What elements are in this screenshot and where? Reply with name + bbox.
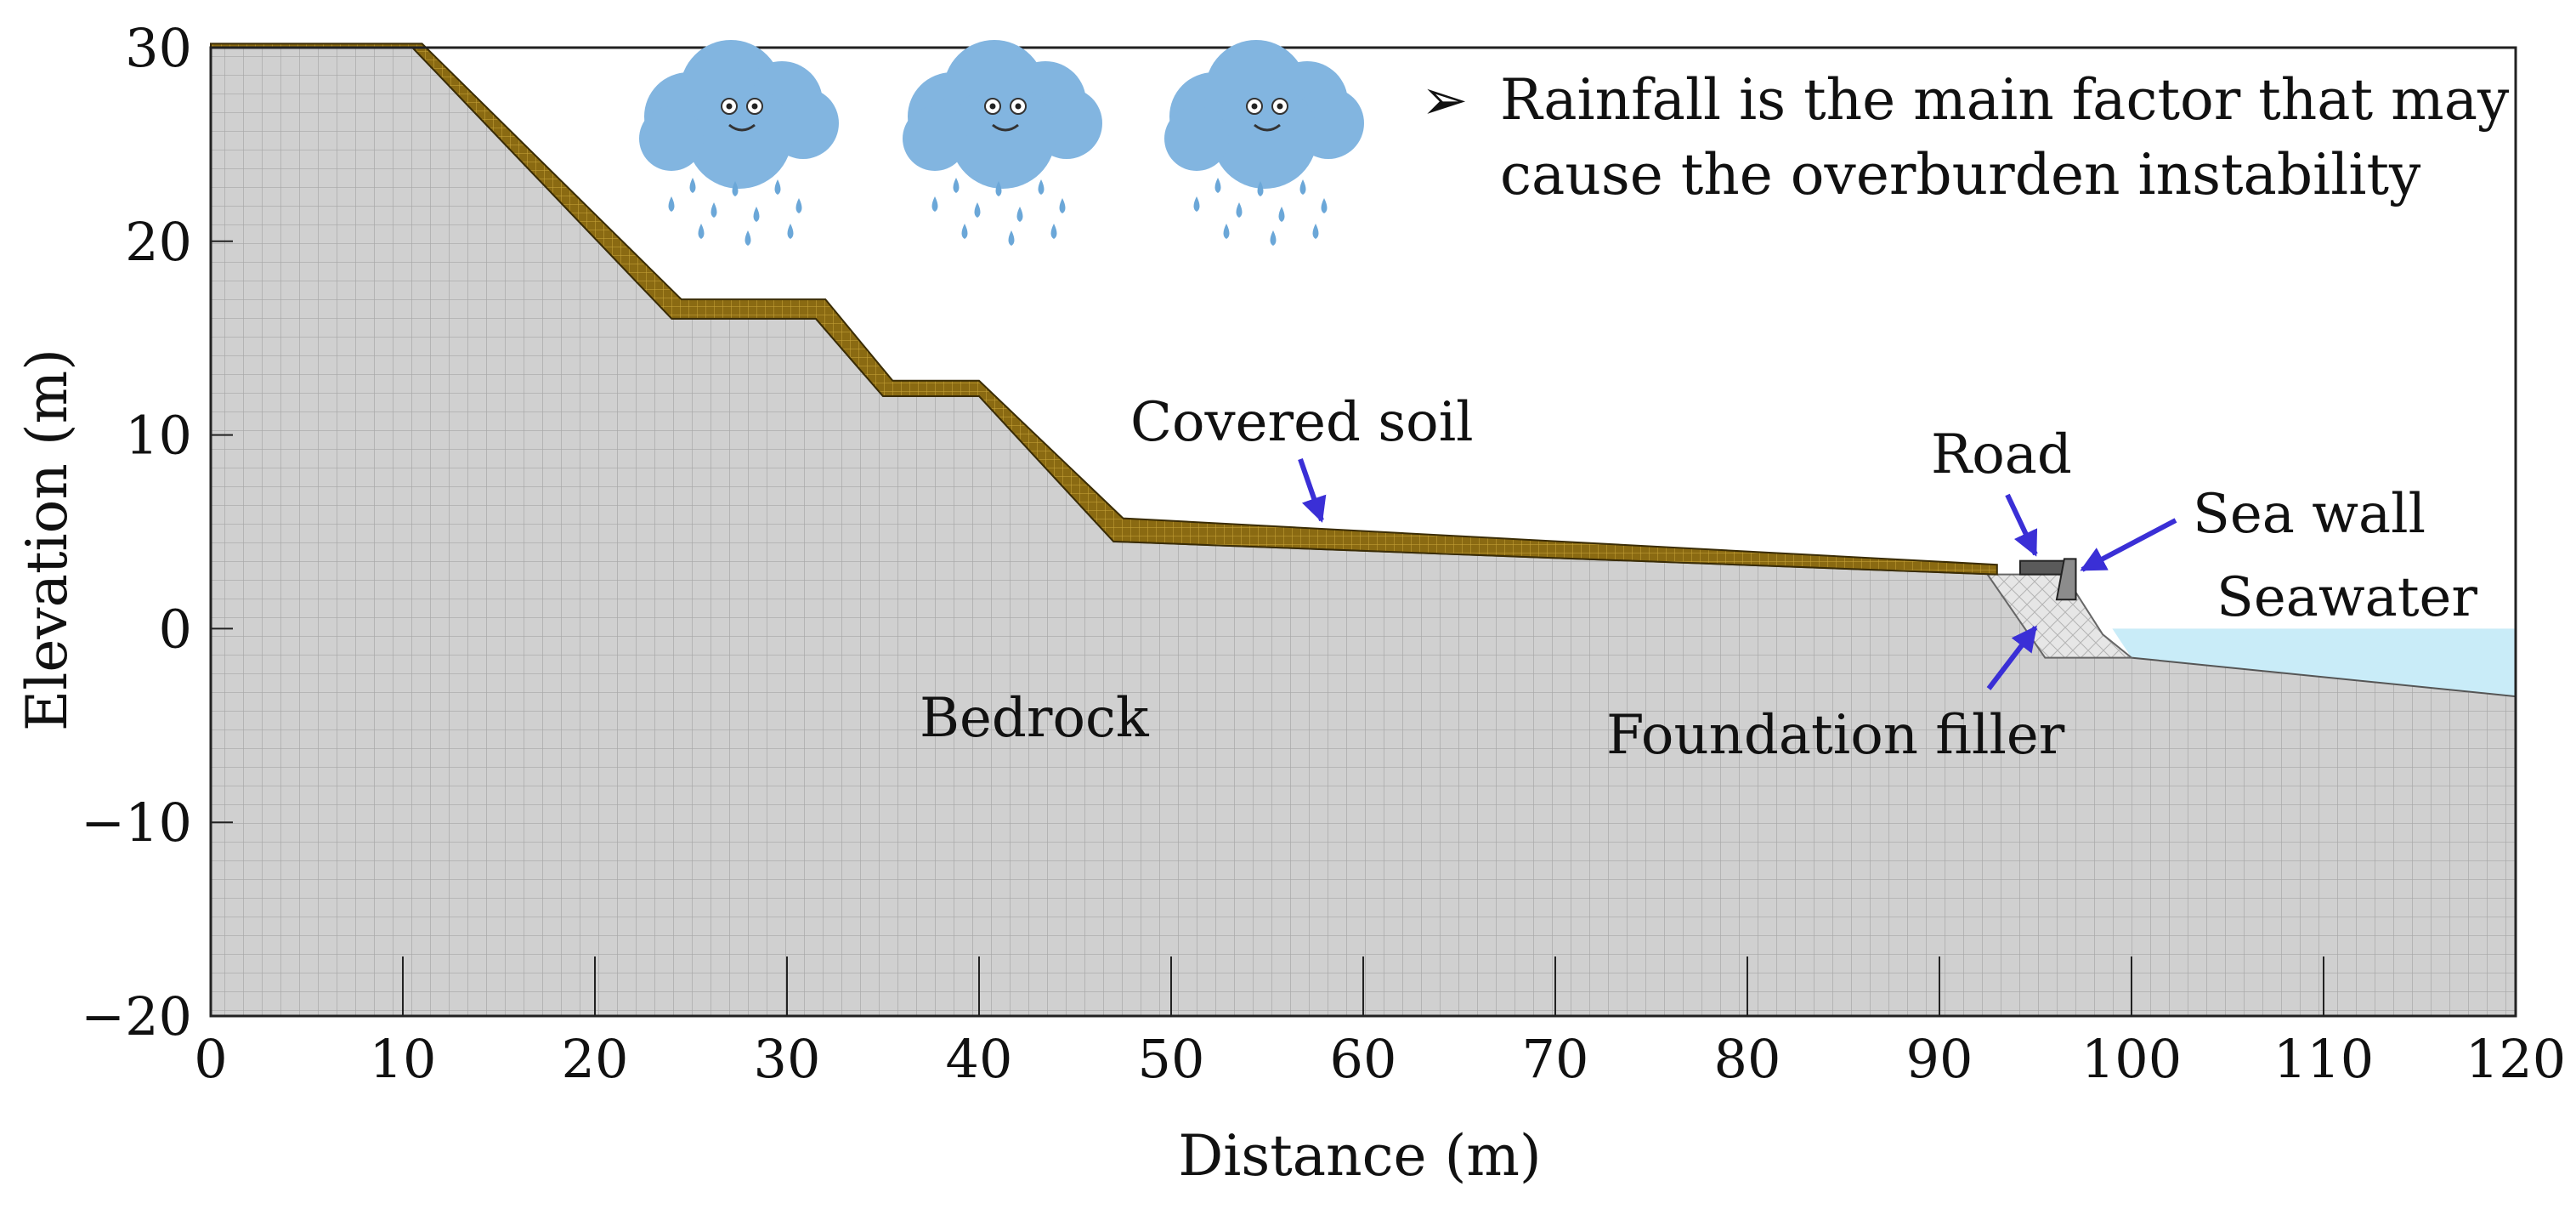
foundation-filler-label: Foundation filler — [1606, 704, 2065, 767]
y-tick-label: 20 — [125, 211, 192, 273]
y-tick-label: −10 — [81, 792, 192, 854]
seawater-label: Seawater — [2216, 566, 2477, 629]
sea-wall-label: Sea wall — [2193, 483, 2426, 546]
road-label: Road — [1931, 423, 2072, 486]
x-tick-label: 110 — [2273, 1028, 2374, 1090]
x-tick-label: 80 — [1714, 1028, 1781, 1090]
x-tick-label: 60 — [1330, 1028, 1397, 1090]
x-tick-label: 20 — [562, 1028, 629, 1090]
foundation-filler-arrow — [1986, 625, 2038, 690]
x-tick-label: 10 — [370, 1028, 437, 1090]
x-tick-label: 0 — [194, 1028, 227, 1090]
rain-note-bullet: ➢ — [1421, 67, 1468, 133]
rain-clouds — [639, 40, 1364, 246]
y-tick-label: 30 — [125, 17, 192, 79]
covered-soil-label: Covered soil — [1130, 391, 1474, 454]
rain-cloud-1 — [639, 40, 839, 246]
x-axis-title: Distance (m) — [1178, 1123, 1541, 1189]
x-tick-label: 50 — [1138, 1028, 1205, 1090]
road-structure — [2018, 559, 2065, 576]
covered-soil-arrow — [1298, 458, 1327, 523]
rain-cloud-2 — [903, 40, 1102, 246]
x-tick-label: 120 — [2466, 1028, 2566, 1090]
seawater-region — [2112, 628, 2516, 697]
y-axis-title: Elevation (m) — [14, 349, 80, 731]
sea-wall-structure — [2055, 558, 2077, 601]
x-tick-label: 40 — [946, 1028, 1013, 1090]
x-tick-label: 30 — [754, 1028, 821, 1090]
covered-soil-layer — [210, 43, 1998, 576]
x-axis-ticks: 0 10 20 30 40 50 60 70 80 90 100 110 120 — [194, 956, 2566, 1090]
road-arrow — [2005, 493, 2038, 557]
y-axis-ticks: −20 −10 0 10 20 30 — [81, 17, 233, 1047]
rain-note-line-2: cause the overburden instability — [1500, 142, 2421, 207]
rain-cloud-3 — [1164, 40, 1364, 246]
rain-note-line-1: Rainfall is the main factor that may — [1500, 67, 2510, 133]
bedrock-label: Bedrock — [920, 687, 1150, 750]
y-tick-label: −20 — [81, 985, 192, 1047]
y-tick-label: 10 — [125, 405, 192, 467]
y-tick-label: 0 — [159, 598, 192, 660]
x-tick-label: 70 — [1522, 1028, 1589, 1090]
x-tick-label: 100 — [2081, 1028, 2182, 1090]
sea-wall-arrow — [2080, 518, 2177, 572]
x-tick-label: 90 — [1906, 1028, 1973, 1090]
